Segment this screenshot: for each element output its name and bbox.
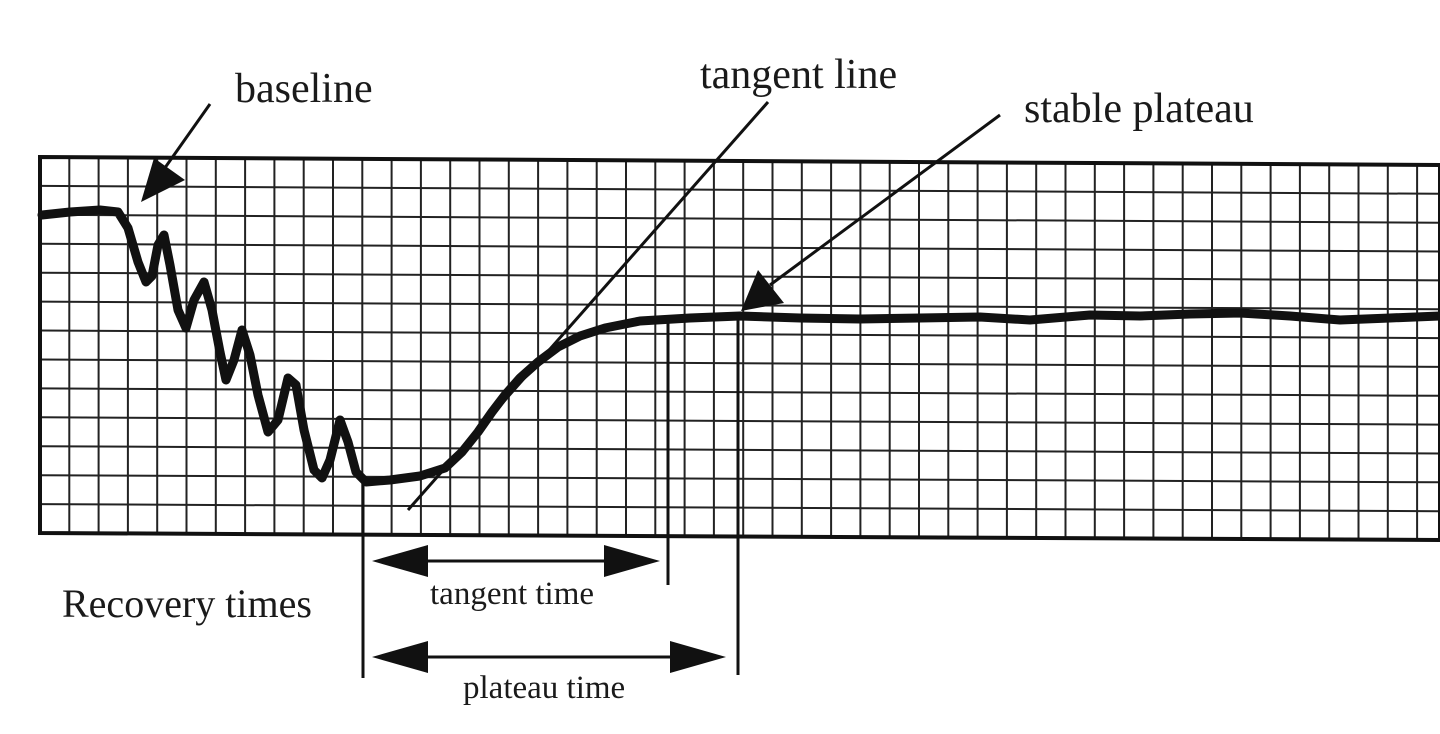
grid-horizontal-line [39,329,1440,340]
grid-horizontal-line [39,445,1440,455]
grid-horizontal-line [39,474,1440,484]
grid-horizontal-line [39,184,1440,195]
baseline-label: baseline [235,66,373,112]
baseline-arrow [141,103,212,202]
tangent-line [406,101,770,511]
grid-horizontal-line [39,358,1440,368]
grid-horizontal-line [39,416,1440,426]
grid-horizontal-line [39,271,1440,282]
grid-horizontal-line [39,242,1440,253]
plateau-time-label: plateau time [463,670,625,706]
tangent-time-label: tangent time [430,576,594,612]
tangent-time-arrow [372,545,660,577]
grid-frame [38,154,1440,543]
grid-horizontal-line [39,387,1440,397]
grid-horizontal-line [39,503,1440,513]
plateau-time-arrow [372,641,726,673]
grid-horizontal-line [39,213,1440,224]
recording-trace [37,205,1440,487]
grid-horizontal-line [39,300,1440,311]
chart-paper-grid [39,157,1440,540]
recovery-times-label: Recovery times [62,581,312,626]
plateau-arrow [741,113,1001,311]
stable-plateau-label: stable plateau [1024,86,1254,132]
tangent-line-label: tangent line [700,52,897,98]
